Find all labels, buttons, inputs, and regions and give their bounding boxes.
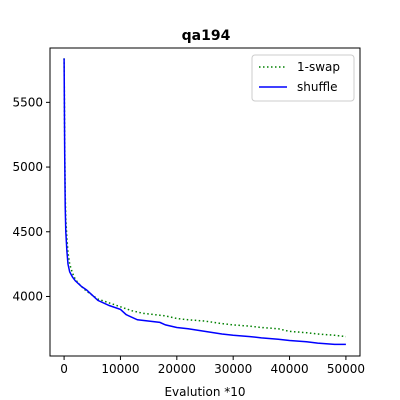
plot-frame — [49, 47, 361, 357]
x-tick-label: 0 — [60, 362, 68, 376]
y-axis: 4000 4500 5000 5500 — [12, 95, 50, 303]
legend-label-shuffle: shuffle — [297, 80, 337, 94]
legend-box — [251, 54, 355, 102]
x-axis-label: Evalution *10 — [164, 385, 245, 399]
x-tick-label: 10000 — [101, 362, 139, 376]
series-line-1-swap — [63, 58, 346, 338]
y-tick-label: 4500 — [12, 225, 43, 239]
y-tick-label: 5000 — [12, 160, 43, 174]
x-axis: 0 10000 20000 30000 40000 50000 — [60, 356, 365, 376]
x-tick-label: 50000 — [327, 362, 365, 376]
x-tick-label: 30000 — [214, 362, 252, 376]
y-tick-label: 5500 — [12, 95, 43, 109]
legend-label-1-swap: 1-swap — [297, 60, 340, 74]
x-tick-label: 20000 — [158, 362, 196, 376]
x-tick-label: 40000 — [270, 362, 308, 376]
y-tick-label: 4000 — [12, 289, 43, 303]
chart-title: qa194 — [182, 28, 231, 44]
legend: 1-swap shuffle — [251, 54, 355, 102]
plot-area — [63, 58, 346, 346]
series-line-shuffle — [63, 58, 346, 346]
